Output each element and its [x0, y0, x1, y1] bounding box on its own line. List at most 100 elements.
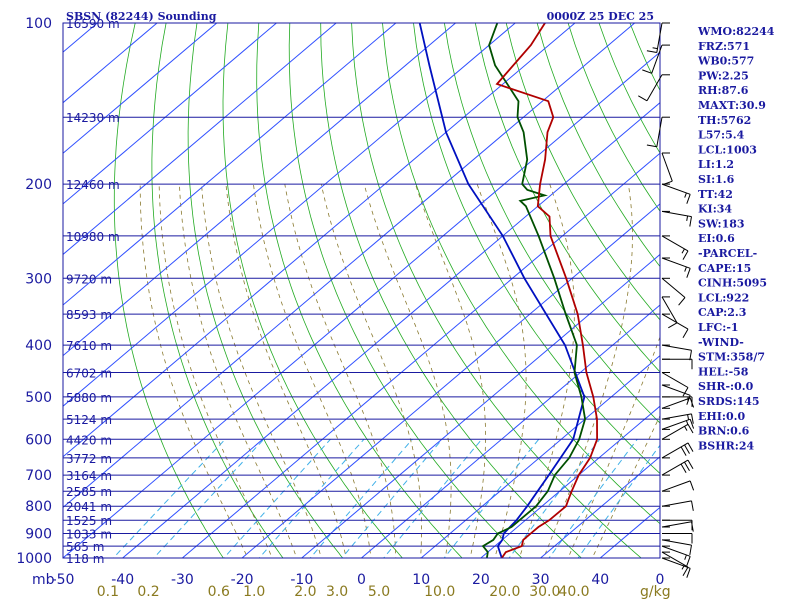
dry-adiabat [187, 23, 344, 558]
wind-barb-flag [684, 444, 690, 454]
temperature-tick-label: -30 [171, 572, 194, 588]
index-item: EHI:0.0 [698, 410, 745, 423]
wind-barb [661, 480, 695, 492]
wind-barb-flag [691, 500, 694, 511]
pressure-tick-label: 600 [25, 432, 52, 448]
wind-barb [661, 551, 689, 577]
pressure-tick-label: 400 [25, 338, 52, 354]
isotherm [63, 23, 636, 509]
wind-barb-staff [661, 442, 689, 459]
dry-adiabat [505, 23, 660, 321]
index-item: CINH:5095 [698, 277, 767, 290]
moist-adiabat [179, 184, 298, 558]
mixing-ratio-line [341, 438, 443, 558]
height-label: 1525 m [66, 514, 112, 528]
isotherm [360, 304, 660, 558]
wind-barb [661, 183, 691, 204]
dry-adiabat [382, 23, 660, 525]
dry-adiabat [474, 23, 660, 373]
mixing-ratio-label: 5.0 [368, 584, 390, 600]
isotherm [63, 51, 660, 558]
wind-barb [661, 384, 691, 405]
moist-adiabat [225, 184, 347, 558]
plot-frame [62, 22, 661, 559]
mixing-ratio-label: 0.2 [137, 584, 159, 600]
temperature-trace [495, 23, 599, 558]
mixing-ratio-unit: g/kg [640, 584, 671, 600]
isotherm [480, 405, 660, 558]
wind-barbs [638, 22, 695, 578]
index-item: -PARCEL- [698, 247, 757, 260]
height-label: 7610 m [66, 339, 112, 353]
dry-adiabat [256, 23, 463, 558]
isotherm [181, 152, 660, 558]
wind-barb [661, 557, 691, 578]
wind-barb-flag [689, 350, 692, 361]
wind-barb-staff [661, 296, 678, 324]
wind-barb-flag [686, 268, 691, 278]
wind-barb-staff [661, 235, 689, 252]
profile-traces [418, 23, 599, 558]
wind-barb-staff [661, 152, 673, 182]
wind-barb [661, 235, 689, 260]
wind-barb-flag [662, 180, 673, 186]
wind-barb-half-flag [684, 554, 687, 560]
wind-barb [646, 116, 670, 148]
dry-adiabat [151, 23, 284, 558]
wind-barb-staff [661, 480, 691, 492]
moist-adiabat [201, 184, 322, 558]
isotherm [63, 23, 278, 205]
isotherm [63, 23, 397, 306]
index-item: SW:183 [698, 217, 745, 230]
index-item: SI:1.6 [698, 173, 735, 186]
mixing-ratio-label: 20.0 [489, 584, 520, 600]
wind-barb-flag [689, 480, 695, 491]
index-item: MAXT:30.9 [698, 99, 766, 112]
wind-barb [661, 545, 691, 566]
wind-barb-staff [656, 117, 663, 147]
wind-barb [661, 344, 692, 361]
wind-barb [661, 459, 694, 476]
height-label: 565 m [66, 540, 104, 554]
index-item: PW:2.25 [698, 69, 749, 82]
height-label: 2041 m [66, 500, 112, 514]
height-label: 8593 m [66, 308, 112, 322]
wind-barb-staff [646, 74, 663, 102]
axis-labels: 16590 m 14230 m 12460 m 10980 m 9720 m 8593 m… [16, 16, 670, 600]
index-item: STM:358/7 [698, 351, 765, 364]
height-label: 2585 m [66, 485, 112, 499]
pressure-tick-label: 1000 [16, 551, 52, 567]
parcel-trace [418, 23, 586, 558]
height-label: 1033 m [66, 528, 112, 542]
wind-barb-flag [687, 424, 694, 434]
wind-barb [661, 257, 691, 278]
dry-adiabat [222, 23, 403, 558]
isotherm [121, 102, 660, 558]
index-item: CAP:2.3 [698, 306, 746, 319]
wind-barb [661, 296, 678, 329]
index-item: TT:42 [698, 188, 733, 201]
wind-barb-flag [687, 459, 694, 470]
wind-barb-flag [689, 419, 695, 429]
height-label: 6702 m [66, 367, 112, 381]
wind-barb-half-flag [684, 266, 687, 272]
wind-barb-flag [689, 216, 692, 227]
mixing-ratio-label: 3.0 [326, 584, 348, 600]
wind-barb-flag [682, 250, 689, 260]
pressure-tick-label: 900 [25, 527, 52, 543]
dry-adiabat [113, 23, 224, 558]
temperature-tick-label: 0 [656, 572, 665, 588]
wind-barb-flag [678, 297, 686, 306]
wind-barb [661, 210, 692, 227]
isotherm [63, 23, 517, 407]
mixing-ratio-line [223, 438, 331, 558]
moist-adiabat [158, 184, 273, 558]
wind-barb-staff [661, 500, 692, 507]
height-label: 5880 m [66, 391, 112, 405]
wind-barb-half-flag [681, 248, 685, 254]
wind-barb-flag [682, 566, 689, 577]
wind-barb [661, 413, 694, 424]
index-item: L57:5.4 [698, 129, 745, 142]
